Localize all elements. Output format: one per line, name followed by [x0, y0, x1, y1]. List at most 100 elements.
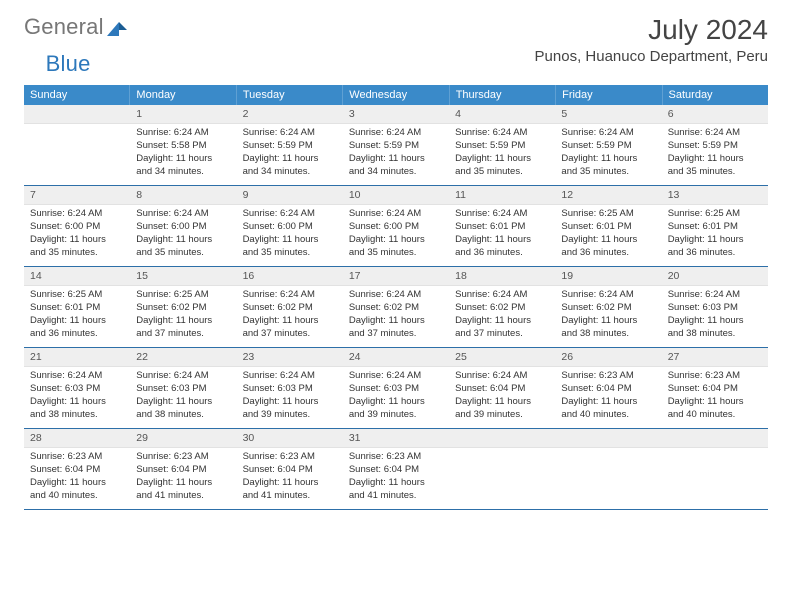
day-body: Sunrise: 6:23 AMSunset: 6:04 PMDaylight:…	[555, 367, 661, 427]
day-body: Sunrise: 6:24 AMSunset: 6:04 PMDaylight:…	[449, 367, 555, 427]
day-body: Sunrise: 6:24 AMSunset: 6:03 PMDaylight:…	[130, 367, 236, 427]
sunrise-line: Sunrise: 6:24 AM	[455, 208, 549, 221]
daylight-line: Daylight: 11 hours and 41 minutes.	[349, 477, 443, 503]
title-block: July 2024 Punos, Huanuco Department, Per…	[535, 14, 768, 65]
sunrise-line: Sunrise: 6:24 AM	[243, 289, 337, 302]
sunrise-line: Sunrise: 6:24 AM	[349, 370, 443, 383]
sunrise-line: Sunrise: 6:25 AM	[30, 289, 124, 302]
daylight-line: Daylight: 11 hours and 37 minutes.	[455, 315, 549, 341]
day-cell: 5Sunrise: 6:24 AMSunset: 5:59 PMDaylight…	[555, 105, 661, 185]
daylight-line: Daylight: 11 hours and 35 minutes.	[243, 234, 337, 260]
day-number: 9	[237, 186, 343, 205]
day-body: Sunrise: 6:25 AMSunset: 6:01 PMDaylight:…	[555, 205, 661, 265]
day-number: 18	[449, 267, 555, 286]
daylight-line: Daylight: 11 hours and 36 minutes.	[30, 315, 124, 341]
day-body: Sunrise: 6:24 AMSunset: 5:59 PMDaylight:…	[237, 124, 343, 184]
daylight-line: Daylight: 11 hours and 38 minutes.	[668, 315, 762, 341]
sunrise-line: Sunrise: 6:23 AM	[30, 451, 124, 464]
week-row: 7Sunrise: 6:24 AMSunset: 6:00 PMDaylight…	[24, 186, 768, 267]
daylight-line: Daylight: 11 hours and 34 minutes.	[243, 153, 337, 179]
daylight-line: Daylight: 11 hours and 41 minutes.	[243, 477, 337, 503]
day-cell: 7Sunrise: 6:24 AMSunset: 6:00 PMDaylight…	[24, 186, 130, 266]
sunrise-line: Sunrise: 6:23 AM	[349, 451, 443, 464]
day-number: 11	[449, 186, 555, 205]
daylight-line: Daylight: 11 hours and 35 minutes.	[30, 234, 124, 260]
week-row: 14Sunrise: 6:25 AMSunset: 6:01 PMDayligh…	[24, 267, 768, 348]
sunrise-line: Sunrise: 6:24 AM	[349, 208, 443, 221]
sunset-line: Sunset: 6:03 PM	[30, 383, 124, 396]
daylight-line: Daylight: 11 hours and 39 minutes.	[243, 396, 337, 422]
day-cell: 4Sunrise: 6:24 AMSunset: 5:59 PMDaylight…	[449, 105, 555, 185]
sunset-line: Sunset: 5:59 PM	[243, 140, 337, 153]
day-number: 12	[555, 186, 661, 205]
weeks-container: 1Sunrise: 6:24 AMSunset: 5:58 PMDaylight…	[24, 105, 768, 510]
daylight-line: Daylight: 11 hours and 37 minutes.	[349, 315, 443, 341]
weekday-wednesday: Wednesday	[343, 85, 449, 105]
weekday-friday: Friday	[556, 85, 662, 105]
daylight-line: Daylight: 11 hours and 37 minutes.	[243, 315, 337, 341]
sunset-line: Sunset: 5:59 PM	[668, 140, 762, 153]
sunrise-line: Sunrise: 6:24 AM	[349, 289, 443, 302]
day-cell: 9Sunrise: 6:24 AMSunset: 6:00 PMDaylight…	[237, 186, 343, 266]
day-number: 7	[24, 186, 130, 205]
sunset-line: Sunset: 6:00 PM	[349, 221, 443, 234]
logo-text-general: General	[24, 14, 104, 40]
day-body: Sunrise: 6:23 AMSunset: 6:04 PMDaylight:…	[662, 367, 768, 427]
day-number: 13	[662, 186, 768, 205]
day-cell	[449, 429, 555, 509]
day-body: Sunrise: 6:24 AMSunset: 6:00 PMDaylight:…	[24, 205, 130, 265]
day-number: 14	[24, 267, 130, 286]
day-body: Sunrise: 6:24 AMSunset: 6:02 PMDaylight:…	[237, 286, 343, 346]
day-cell: 20Sunrise: 6:24 AMSunset: 6:03 PMDayligh…	[662, 267, 768, 347]
day-body: Sunrise: 6:23 AMSunset: 6:04 PMDaylight:…	[237, 448, 343, 508]
sunrise-line: Sunrise: 6:24 AM	[30, 370, 124, 383]
month-title: July 2024	[535, 14, 768, 46]
day-cell: 19Sunrise: 6:24 AMSunset: 6:02 PMDayligh…	[555, 267, 661, 347]
sunset-line: Sunset: 6:00 PM	[30, 221, 124, 234]
day-number-blank	[449, 429, 555, 448]
day-number: 3	[343, 105, 449, 124]
day-cell: 1Sunrise: 6:24 AMSunset: 5:58 PMDaylight…	[130, 105, 236, 185]
sunset-line: Sunset: 6:02 PM	[455, 302, 549, 315]
sunset-line: Sunset: 6:04 PM	[349, 464, 443, 477]
day-number: 25	[449, 348, 555, 367]
weekday-tuesday: Tuesday	[237, 85, 343, 105]
sunset-line: Sunset: 5:58 PM	[136, 140, 230, 153]
sunrise-line: Sunrise: 6:23 AM	[136, 451, 230, 464]
daylight-line: Daylight: 11 hours and 36 minutes.	[455, 234, 549, 260]
daylight-line: Daylight: 11 hours and 35 minutes.	[668, 153, 762, 179]
day-body: Sunrise: 6:24 AMSunset: 6:03 PMDaylight:…	[237, 367, 343, 427]
day-body: Sunrise: 6:25 AMSunset: 6:02 PMDaylight:…	[130, 286, 236, 346]
sunrise-line: Sunrise: 6:24 AM	[455, 127, 549, 140]
sunrise-line: Sunrise: 6:25 AM	[668, 208, 762, 221]
day-body: Sunrise: 6:24 AMSunset: 6:01 PMDaylight:…	[449, 205, 555, 265]
day-number-blank	[662, 429, 768, 448]
sunrise-line: Sunrise: 6:24 AM	[455, 370, 549, 383]
day-cell: 3Sunrise: 6:24 AMSunset: 5:59 PMDaylight…	[343, 105, 449, 185]
sunrise-line: Sunrise: 6:24 AM	[136, 208, 230, 221]
day-number: 21	[24, 348, 130, 367]
sunset-line: Sunset: 6:04 PM	[455, 383, 549, 396]
sunset-line: Sunset: 6:04 PM	[136, 464, 230, 477]
daylight-line: Daylight: 11 hours and 34 minutes.	[349, 153, 443, 179]
sunset-line: Sunset: 6:00 PM	[136, 221, 230, 234]
day-number: 19	[555, 267, 661, 286]
day-cell: 8Sunrise: 6:24 AMSunset: 6:00 PMDaylight…	[130, 186, 236, 266]
sunset-line: Sunset: 6:02 PM	[349, 302, 443, 315]
day-body: Sunrise: 6:24 AMSunset: 5:59 PMDaylight:…	[449, 124, 555, 184]
day-number: 16	[237, 267, 343, 286]
logo: General	[24, 14, 127, 40]
daylight-line: Daylight: 11 hours and 40 minutes.	[30, 477, 124, 503]
day-body: Sunrise: 6:24 AMSunset: 6:02 PMDaylight:…	[555, 286, 661, 346]
weekday-thursday: Thursday	[450, 85, 556, 105]
sunset-line: Sunset: 6:04 PM	[668, 383, 762, 396]
day-cell	[24, 105, 130, 185]
sunset-line: Sunset: 6:03 PM	[243, 383, 337, 396]
day-body: Sunrise: 6:23 AMSunset: 6:04 PMDaylight:…	[343, 448, 449, 508]
day-body: Sunrise: 6:24 AMSunset: 5:59 PMDaylight:…	[343, 124, 449, 184]
day-number: 30	[237, 429, 343, 448]
day-body: Sunrise: 6:24 AMSunset: 6:03 PMDaylight:…	[662, 286, 768, 346]
week-row: 28Sunrise: 6:23 AMSunset: 6:04 PMDayligh…	[24, 429, 768, 510]
daylight-line: Daylight: 11 hours and 40 minutes.	[668, 396, 762, 422]
day-number: 28	[24, 429, 130, 448]
